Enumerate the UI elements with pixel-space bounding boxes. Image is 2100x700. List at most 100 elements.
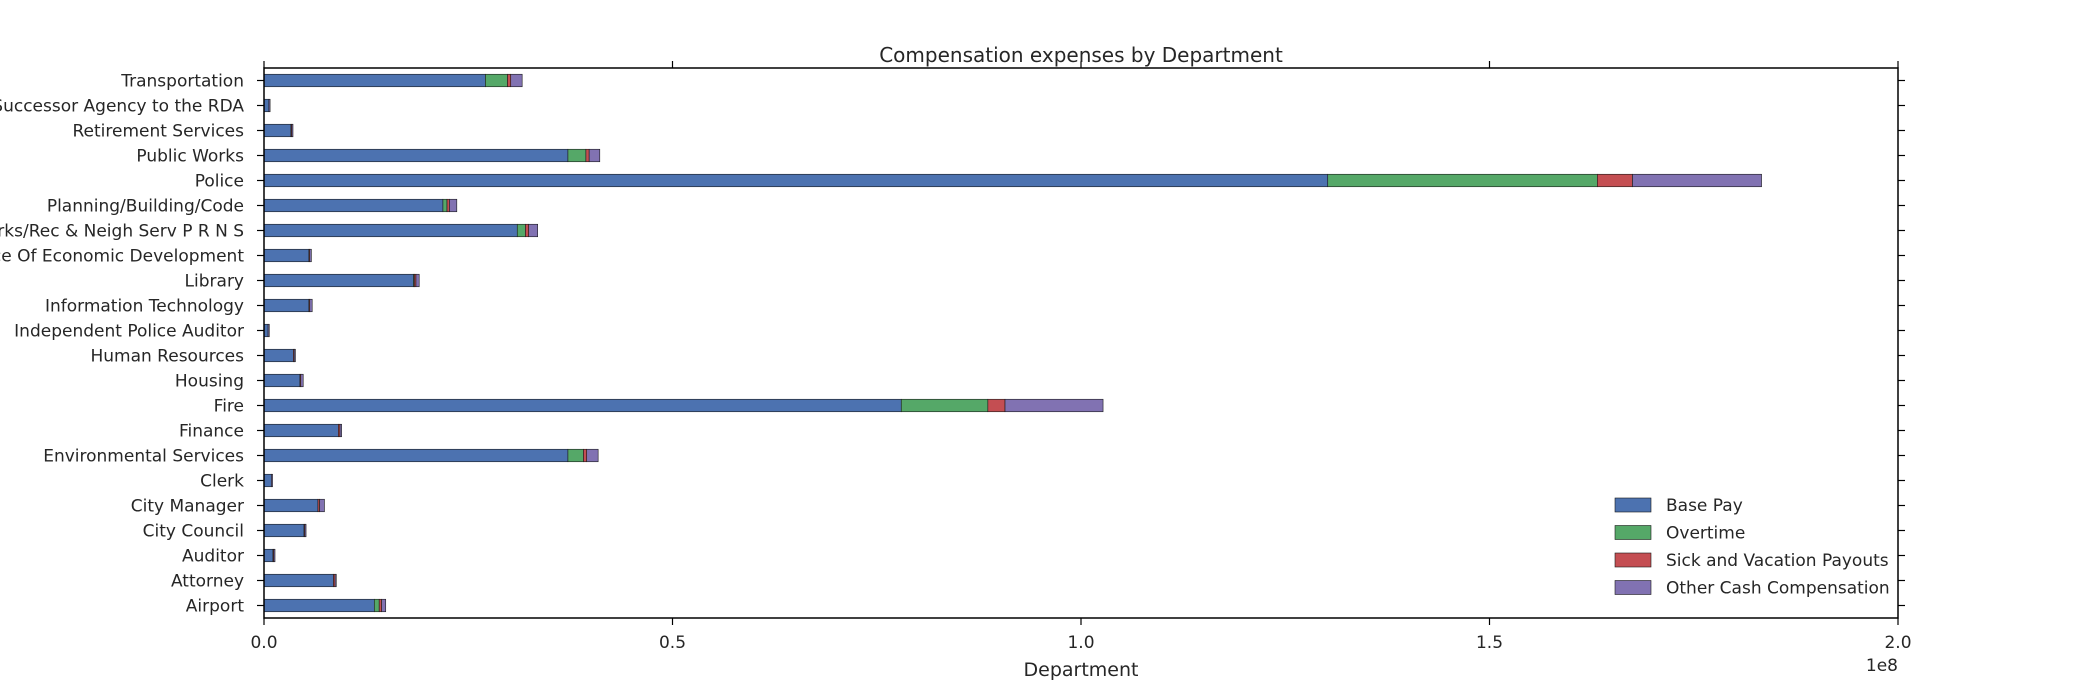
bar-fire-series-2: [987, 398, 1006, 413]
bar-environmental-services-series-0: [263, 448, 569, 463]
bar-retirement-services-series-3: [291, 123, 294, 138]
bar-human-resources-series-0: [263, 348, 294, 363]
bar-finance-series-3: [339, 423, 342, 438]
y-tick-label: City Manager: [131, 497, 244, 517]
y-tick-label: Finance: [179, 422, 244, 442]
x-axis-scale-note: 1e8: [1866, 656, 1898, 676]
bar-clerk-series-0: [263, 473, 272, 488]
bar-library-series-3: [415, 273, 420, 288]
bar-environmental-services-series-2: [583, 448, 588, 463]
x-axis-ticks: 0.0 0.5 1.0 1.5 2.0: [250, 61, 1912, 653]
legend: Base Pay Overtime Sick and Vacation Payout…: [1614, 496, 1890, 599]
bar-parks-rec-neigh-serv-p-r-n-s-series-0: [263, 223, 518, 238]
x-tick-label: 1.0: [1067, 633, 1094, 653]
bar-office-of-economic-development-series-0: [263, 248, 310, 263]
bar-city-manager-series-0: [263, 498, 319, 513]
y-tick-label: City Council: [143, 522, 244, 542]
y-tick-label: Library: [185, 272, 244, 292]
bar-information-technology-series-0: [263, 298, 310, 313]
bar-environmental-services-series-1: [567, 448, 584, 463]
bar-environmental-services-series-3: [586, 448, 599, 463]
bar-finance-series-0: [263, 423, 339, 438]
legend-label: Overtime: [1666, 524, 1745, 544]
y-tick-label: Airport: [186, 597, 245, 617]
bar-city-council-series-3: [304, 523, 307, 538]
bar-parks-rec-neigh-serv-p-r-n-s-series-1: [516, 223, 526, 238]
bar-airport-series-3: [381, 598, 387, 613]
bar-transportation-series-2: [507, 73, 512, 88]
bar-auditor-series-0: [263, 548, 274, 563]
bar-fire-series-0: [263, 398, 902, 413]
bar-fire-series-1: [900, 398, 989, 413]
legend-swatch: [1614, 580, 1652, 595]
y-tick-label: Independent Police Auditor: [14, 322, 244, 342]
bar-airport-series-0: [263, 598, 375, 613]
bar-public-works-series-2: [585, 148, 590, 163]
legend-label: Other Cash Compensation: [1666, 579, 1890, 599]
bar-planning-building-code-series-3: [449, 198, 458, 213]
bar-clerk-series-3: [271, 473, 273, 488]
bars-layer: [263, 73, 1762, 613]
y-tick-label: Successor Agency to the RDA: [0, 97, 244, 117]
bar-city-council-series-0: [263, 523, 305, 538]
bar-attorney-series-0: [263, 573, 334, 588]
bar-transportation-series-0: [263, 73, 486, 88]
bar-successor-agency-to-the-rda-series-3: [268, 98, 271, 113]
x-tick-label: 0.5: [659, 633, 686, 653]
bar-housing-series-3: [300, 373, 304, 388]
y-tick-label: Auditor: [182, 547, 244, 567]
bar-library-series-0: [263, 273, 414, 288]
y-tick-label: Clerk: [200, 472, 244, 492]
bar-transportation-series-3: [510, 73, 523, 88]
bar-public-works-series-0: [263, 148, 569, 163]
bar-office-of-economic-development-series-3: [309, 248, 312, 263]
y-tick-label: Attorney: [171, 572, 244, 592]
bar-fire-series-3: [1004, 398, 1104, 413]
bar-airport-series-2: [378, 598, 382, 613]
legend-swatch: [1614, 552, 1652, 568]
y-tick-label: ice Of Economic Development: [0, 247, 244, 267]
bar-public-works-series-3: [588, 148, 601, 163]
bar-police-series-0: [263, 173, 1329, 188]
bar-public-works-series-1: [567, 148, 587, 163]
bar-planning-building-code-series-2: [446, 198, 450, 213]
y-tick-label: Environmental Services: [43, 447, 244, 467]
y-tick-label: Human Resources: [90, 347, 244, 367]
bar-transportation-series-1: [485, 73, 508, 88]
bar-planning-building-code-series-1: [442, 198, 448, 213]
bar-parks-rec-neigh-serv-p-r-n-s-series-3: [528, 223, 538, 238]
y-tick-label: Police: [195, 172, 244, 192]
y-tick-label: Transportation: [120, 72, 244, 92]
bar-parks-rec-neigh-serv-p-r-n-s-series-2: [525, 223, 530, 238]
bar-human-resources-series-3: [293, 348, 296, 363]
x-axis-label: Department: [1024, 659, 1139, 681]
y-tick-label: Fire: [214, 397, 244, 417]
bar-independent-police-auditor-series-3: [267, 323, 270, 338]
bar-information-technology-series-3: [309, 298, 313, 313]
y-tick-label: Housing: [175, 372, 244, 392]
y-tick-label: Planning/Building/Code: [47, 197, 244, 217]
chart-title: Compensation expenses by Department: [879, 43, 1283, 67]
legend-swatch: [1614, 525, 1652, 540]
bar-police-series-2: [1597, 173, 1633, 188]
legend-label: Base Pay: [1666, 496, 1743, 516]
bar-city-manager-series-3: [319, 498, 325, 513]
legend-label: Sick and Vacation Payouts: [1666, 551, 1889, 571]
y-tick-label: Public Works: [136, 147, 244, 167]
x-tick-label: 2.0: [1884, 633, 1911, 653]
bar-auditor-series-3: [273, 548, 276, 563]
y-axis-ticks: Airport Attorney Auditor City Council City M…: [0, 72, 1905, 617]
bar-airport-series-1: [373, 598, 380, 613]
legend-swatch: [1614, 497, 1652, 513]
x-tick-label: 1.5: [1476, 633, 1503, 653]
y-tick-label: Retirement Services: [72, 122, 244, 142]
y-tick-label: Information Technology: [45, 297, 244, 317]
bar-police-series-3: [1632, 173, 1762, 188]
bar-housing-series-0: [263, 373, 301, 388]
y-tick-label: rks/Rec & Neigh Serv P R N S: [0, 222, 244, 242]
bar-planning-building-code-series-0: [263, 198, 444, 213]
bar-police-series-1: [1327, 173, 1598, 188]
bar-retirement-services-series-0: [263, 123, 292, 138]
bar-attorney-series-3: [334, 573, 337, 588]
